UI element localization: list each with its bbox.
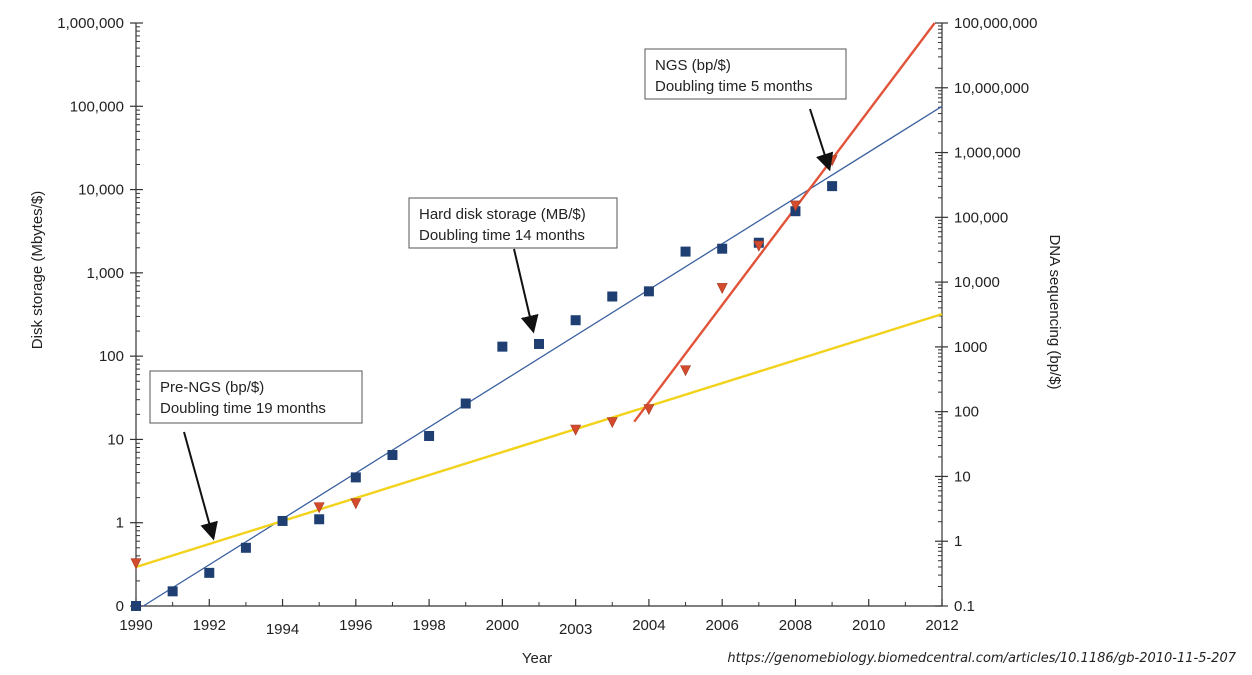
x-tick-label: 2008 xyxy=(779,617,812,634)
annotation-line1: NGS (bp/$) xyxy=(655,57,731,74)
x-tick-label: 2000 xyxy=(486,617,519,634)
disk-storage-point xyxy=(460,398,471,409)
disk-storage-point xyxy=(497,341,508,352)
left-tick-label: 0 xyxy=(116,598,124,615)
dna-sequencing-point xyxy=(130,558,142,570)
x-tick-label: 2004 xyxy=(632,617,665,634)
x-axis-title: Year xyxy=(522,650,552,667)
right-tick-label: 1,000,000 xyxy=(954,145,1021,162)
trend-line-hard-disk-storage xyxy=(142,105,943,607)
x-tick-label: 2010 xyxy=(852,617,885,634)
x-tick-label: 2003 xyxy=(559,621,592,638)
dna-sequencing-point xyxy=(350,498,362,510)
x-tick-label: 1998 xyxy=(412,617,445,634)
disk-storage-point xyxy=(131,601,141,611)
left-tick-label: 10 xyxy=(107,431,124,448)
annotation-box xyxy=(408,197,618,249)
annotation-line2: Doubling time 19 months xyxy=(160,400,326,417)
source-citation: https://genomebiology.biomedcentral.com/… xyxy=(727,651,1236,666)
disk-storage-point xyxy=(534,338,544,349)
trend-line-pre-ngs xyxy=(135,313,943,569)
disk-storage-point xyxy=(827,181,838,192)
dna-sequencing-point xyxy=(716,283,728,295)
annotation-line2: Doubling time 5 months xyxy=(655,78,813,95)
disk-storage-point xyxy=(424,430,435,441)
annotation-box xyxy=(149,370,363,424)
left-tick-label: 100 xyxy=(99,348,124,365)
annotation-arrow xyxy=(513,248,539,334)
right-axis-title: DNA sequencing (bp/$) xyxy=(1046,234,1063,389)
right-tick-label: 100,000 xyxy=(954,209,1008,226)
x-tick-label: 1994 xyxy=(266,621,299,638)
annotation-line1: Pre-NGS (bp/$) xyxy=(160,379,264,396)
disk-storage-point xyxy=(350,472,361,483)
annotation-arrow xyxy=(809,108,834,172)
trend-lines xyxy=(135,22,943,607)
x-tick-label: 1990 xyxy=(119,617,152,634)
dna-sequencing-point xyxy=(789,200,801,212)
left-axis-title: Disk storage (Mbytes/$) xyxy=(29,191,46,349)
x-tick-label: 1996 xyxy=(339,617,372,634)
disk-storage-point xyxy=(277,515,288,526)
annotations: NGS (bp/$) Doubling time 5 months Hard dis… xyxy=(149,48,847,541)
disk-storage-point xyxy=(717,243,728,254)
x-tick-label: 2012 xyxy=(925,617,958,634)
dna-sequencing-point xyxy=(753,240,765,252)
left-tick-label: 1,000,000 xyxy=(57,15,124,32)
annotation-pre-ngs: Pre-NGS (bp/$) Doubling time 19 months xyxy=(149,370,363,541)
disk-storage-point xyxy=(387,450,398,461)
annotation-ngs: NGS (bp/$) Doubling time 5 months xyxy=(644,48,847,172)
chart-axes: 0 1 10 100 1,000 10,000 100,000 1,000,000 0.1 1 10… xyxy=(57,15,1037,638)
dna-sequencing-point xyxy=(643,404,655,416)
annotation-line1: Hard disk storage (MB/$) xyxy=(419,206,586,223)
annotation-line2: Doubling time 14 months xyxy=(419,227,585,244)
right-tick-label: 0.1 xyxy=(954,598,975,615)
trend-line-ngs xyxy=(633,22,936,423)
right-tick-label: 100,000,000 xyxy=(954,15,1037,32)
disk-storage-point xyxy=(643,286,654,297)
right-tick-label: 100 xyxy=(954,404,979,421)
right-tick-label: 1000 xyxy=(954,339,987,356)
dna-sequencing-point xyxy=(680,365,692,377)
right-tick-label: 10,000 xyxy=(954,274,1000,291)
right-tick-label: 10 xyxy=(954,468,971,485)
right-tick-label: 1 xyxy=(954,533,962,550)
disk-storage-point xyxy=(240,542,251,553)
dna-sequencing-point xyxy=(313,502,325,514)
dna-sequencing-point xyxy=(570,424,582,436)
left-tick-label: 100,000 xyxy=(70,98,124,115)
left-tick-label: 10,000 xyxy=(78,182,124,199)
left-tick-label: 1 xyxy=(116,515,124,532)
disk-storage-point xyxy=(314,514,325,525)
disk-storage-point xyxy=(570,315,581,326)
x-tick-label: 1992 xyxy=(193,617,226,634)
annotation-box xyxy=(644,48,847,100)
disk-storage-point xyxy=(167,586,178,597)
annotation-arrow xyxy=(183,431,218,541)
disk-storage-point xyxy=(680,246,691,257)
right-tick-label: 10,000,000 xyxy=(954,80,1029,97)
disk-storage-point xyxy=(204,567,215,578)
left-tick-label: 1,000 xyxy=(86,265,124,282)
disk-storage-point xyxy=(607,291,618,302)
dna-sequencing-point xyxy=(606,417,618,429)
annotation-hard-disk: Hard disk storage (MB/$) Doubling time 14… xyxy=(408,197,618,334)
x-tick-label: 2006 xyxy=(705,617,738,634)
